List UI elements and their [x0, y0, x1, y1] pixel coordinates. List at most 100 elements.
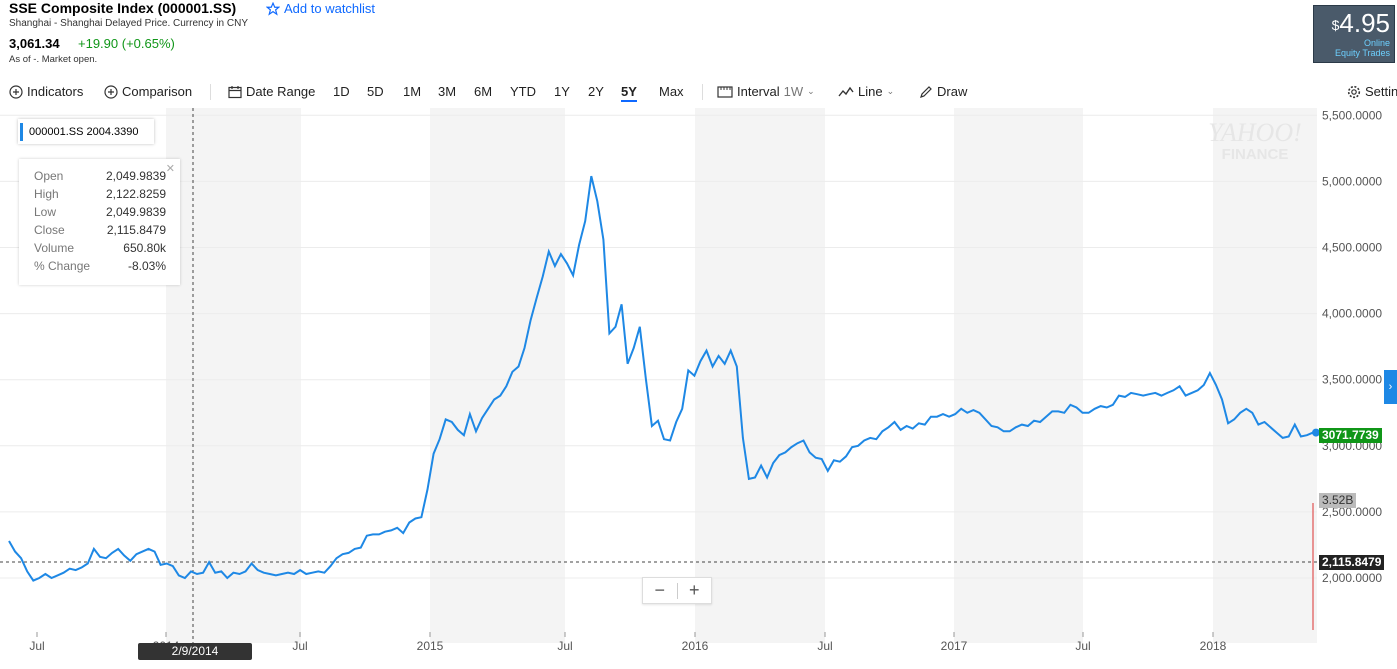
y-tick-label: 5,000.0000: [1322, 174, 1382, 188]
page-title: SSE Composite Index (000001.SS): [9, 0, 237, 16]
interval-value: 1W: [783, 84, 804, 99]
crosshair-date-tag: 2/9/2014: [138, 643, 252, 660]
low-value: 2,049.9839: [105, 205, 166, 219]
toolbar-divider: [702, 84, 703, 100]
year-band: [166, 108, 301, 643]
range-1m[interactable]: 1M: [403, 84, 422, 99]
interval-dropdown[interactable]: Interval 1W ⌄: [717, 84, 815, 99]
interval-icon: [717, 85, 733, 98]
volume-tag: 3.52B: [1319, 493, 1357, 508]
close-value: 2,115.8479: [106, 223, 166, 237]
volume-value: 650.80k: [123, 241, 166, 255]
range-ytd[interactable]: YTD: [510, 84, 536, 99]
last-price-tag: 3071.7739: [1319, 428, 1382, 443]
high-value: 2,122.8259: [105, 187, 166, 201]
legend-value: 2004.3390: [86, 125, 139, 138]
y-tick-label: 2,000.0000: [1322, 571, 1382, 585]
last-price-dot: [1312, 428, 1320, 437]
zoom-control: − +: [642, 577, 712, 604]
x-tick-label: 2015: [417, 639, 444, 653]
chart-type-dropdown[interactable]: Line ⌄: [838, 84, 894, 99]
close-label: Close: [34, 223, 65, 237]
x-axis: Jul2014Jul2015Jul2016Jul2017Jul2018: [29, 632, 1227, 653]
range-3m[interactable]: 3M: [438, 84, 457, 99]
ad-line1: Online: [1363, 38, 1390, 48]
low-label: Low: [34, 205, 57, 219]
calendar-icon: [228, 85, 242, 98]
y-tick-label: 5,500.0000: [1322, 108, 1382, 122]
ohlc-tooltip: ✕ Open 2,049.9839 High 2,122.8259 Low 2,049…: [19, 159, 180, 285]
y-axis: 5,500.0000 5,000.0000 4,500.0000 4,000.0000…: [1322, 108, 1382, 585]
range-2y[interactable]: 2Y: [588, 84, 604, 99]
open-label: Open: [34, 169, 64, 183]
range-6m[interactable]: 6M: [474, 84, 493, 99]
x-tick-label: Jul: [292, 639, 307, 653]
star-icon: [266, 1, 280, 16]
indicators-button[interactable]: Indicators: [9, 84, 83, 99]
date-range-button[interactable]: Date Range: [228, 84, 315, 99]
x-tick-label: Jul: [817, 639, 832, 653]
comparison-button[interactable]: Comparison: [104, 84, 192, 99]
volume-label: Volume: [34, 241, 75, 255]
price-chart[interactable]: YAHOO! FINANCE 5,500.0000 5,000.0000 4,500…: [0, 108, 1397, 669]
toolbar-divider: [210, 84, 211, 100]
add-to-watchlist-link[interactable]: Add to watchlist: [266, 1, 375, 16]
year-band: [695, 108, 825, 643]
interval-label: Interval: [737, 84, 780, 99]
x-tick-label: Jul: [29, 639, 44, 653]
draw-label: Draw: [937, 84, 968, 99]
price-change: +19.90 (+0.65%): [78, 36, 175, 51]
plus-circle-icon: [104, 84, 118, 99]
y-tick-label: 3,500.0000: [1322, 373, 1382, 387]
series-legend[interactable]: 000001.SS 2004.3390: [18, 119, 154, 144]
indicators-label: Indicators: [27, 84, 84, 99]
y-tick-label: 2,500.0000: [1322, 505, 1382, 519]
line-chart-icon: [838, 86, 854, 96]
pencil-icon: [920, 85, 932, 98]
year-band: [430, 108, 565, 643]
x-tick-label: Jul: [557, 639, 572, 653]
x-tick-label: Jul: [1075, 639, 1090, 653]
settings-label: Settin: [1365, 84, 1397, 99]
y-tick-label: 4,500.0000: [1322, 241, 1382, 255]
watchlist-label: Add to watchlist: [284, 1, 376, 16]
range-5d[interactable]: 5D: [367, 84, 384, 99]
year-bands: [166, 108, 1317, 643]
chart-type-label: Line: [858, 84, 883, 99]
svg-text:YAHOO!: YAHOO!: [1208, 118, 1302, 147]
range-1d[interactable]: 1D: [333, 84, 350, 99]
range-max[interactable]: Max: [659, 84, 684, 99]
date-range-label: Date Range: [246, 84, 316, 99]
year-band: [954, 108, 1083, 643]
zoom-in-button[interactable]: +: [688, 580, 700, 600]
series-color-swatch: [20, 122, 23, 141]
year-band: [1213, 108, 1317, 643]
exchange-info: Shanghai - Shanghai Delayed Price. Curre…: [9, 18, 249, 29]
close-icon[interactable]: ✕: [165, 163, 175, 175]
zoom-out-button[interactable]: −: [654, 580, 665, 600]
legend-symbol: 000001.SS: [29, 125, 84, 138]
y-tick-label: 4,000.0000: [1322, 307, 1382, 321]
open-value: 2,049.9839: [105, 169, 166, 183]
chart-toolbar: Indicators Comparison Date Range 1D 5D 1…: [0, 80, 1397, 104]
range-1y[interactable]: 1Y: [554, 84, 570, 99]
ad-line2: Equity Trades: [1334, 48, 1390, 58]
range-5y[interactable]: 5Y: [621, 84, 637, 102]
pct-change-label: % Change: [34, 259, 91, 273]
comparison-label: Comparison: [122, 84, 193, 99]
market-status: As of -. Market open.: [9, 54, 98, 65]
settings-button[interactable]: Settin: [1347, 84, 1397, 99]
plus-circle-icon: [9, 84, 23, 99]
x-tick-label: 2016: [682, 639, 709, 653]
draw-button[interactable]: Draw: [919, 84, 967, 99]
chevron-down-icon: ⌄: [807, 86, 815, 96]
current-price: 3,061.34: [9, 36, 60, 51]
x-tick-label: 2017: [941, 639, 968, 653]
x-tick-label: 2018: [1200, 639, 1227, 653]
crosshair-price-tag: 2,115.8479: [1319, 555, 1385, 570]
ad-banner[interactable]: $4.95 Online Equity Trades: [1313, 5, 1395, 63]
ad-price: $4.95: [1331, 8, 1390, 38]
chevron-right-icon[interactable]: ›: [1384, 370, 1397, 404]
high-label: High: [34, 187, 59, 201]
zoom-divider: [676, 582, 678, 599]
